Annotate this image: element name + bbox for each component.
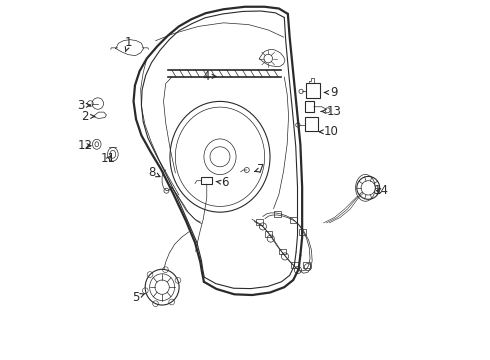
Bar [279,249,286,254]
Bar [265,231,272,237]
Bar [292,262,298,268]
Text: 3: 3 [77,99,90,112]
Bar [273,211,281,217]
Text: 5: 5 [132,291,145,304]
Bar [201,177,212,184]
Text: 8: 8 [148,166,160,179]
Bar [305,102,314,112]
Text: 2: 2 [81,110,95,123]
Text: 9: 9 [324,86,338,99]
Polygon shape [93,112,106,118]
Text: 1: 1 [125,36,133,52]
Bar [306,83,320,98]
Polygon shape [116,40,144,56]
Text: 13: 13 [321,105,342,118]
Bar [303,262,310,268]
Text: 6: 6 [216,176,229,189]
Bar [256,219,263,225]
Text: 10: 10 [319,125,338,138]
Bar [305,117,318,131]
Text: 12: 12 [78,139,93,152]
Text: 11: 11 [101,152,116,165]
Bar [298,229,306,235]
Text: 4: 4 [202,70,216,83]
Bar [290,217,297,223]
Text: 7: 7 [254,163,265,176]
Text: 14: 14 [373,184,388,197]
